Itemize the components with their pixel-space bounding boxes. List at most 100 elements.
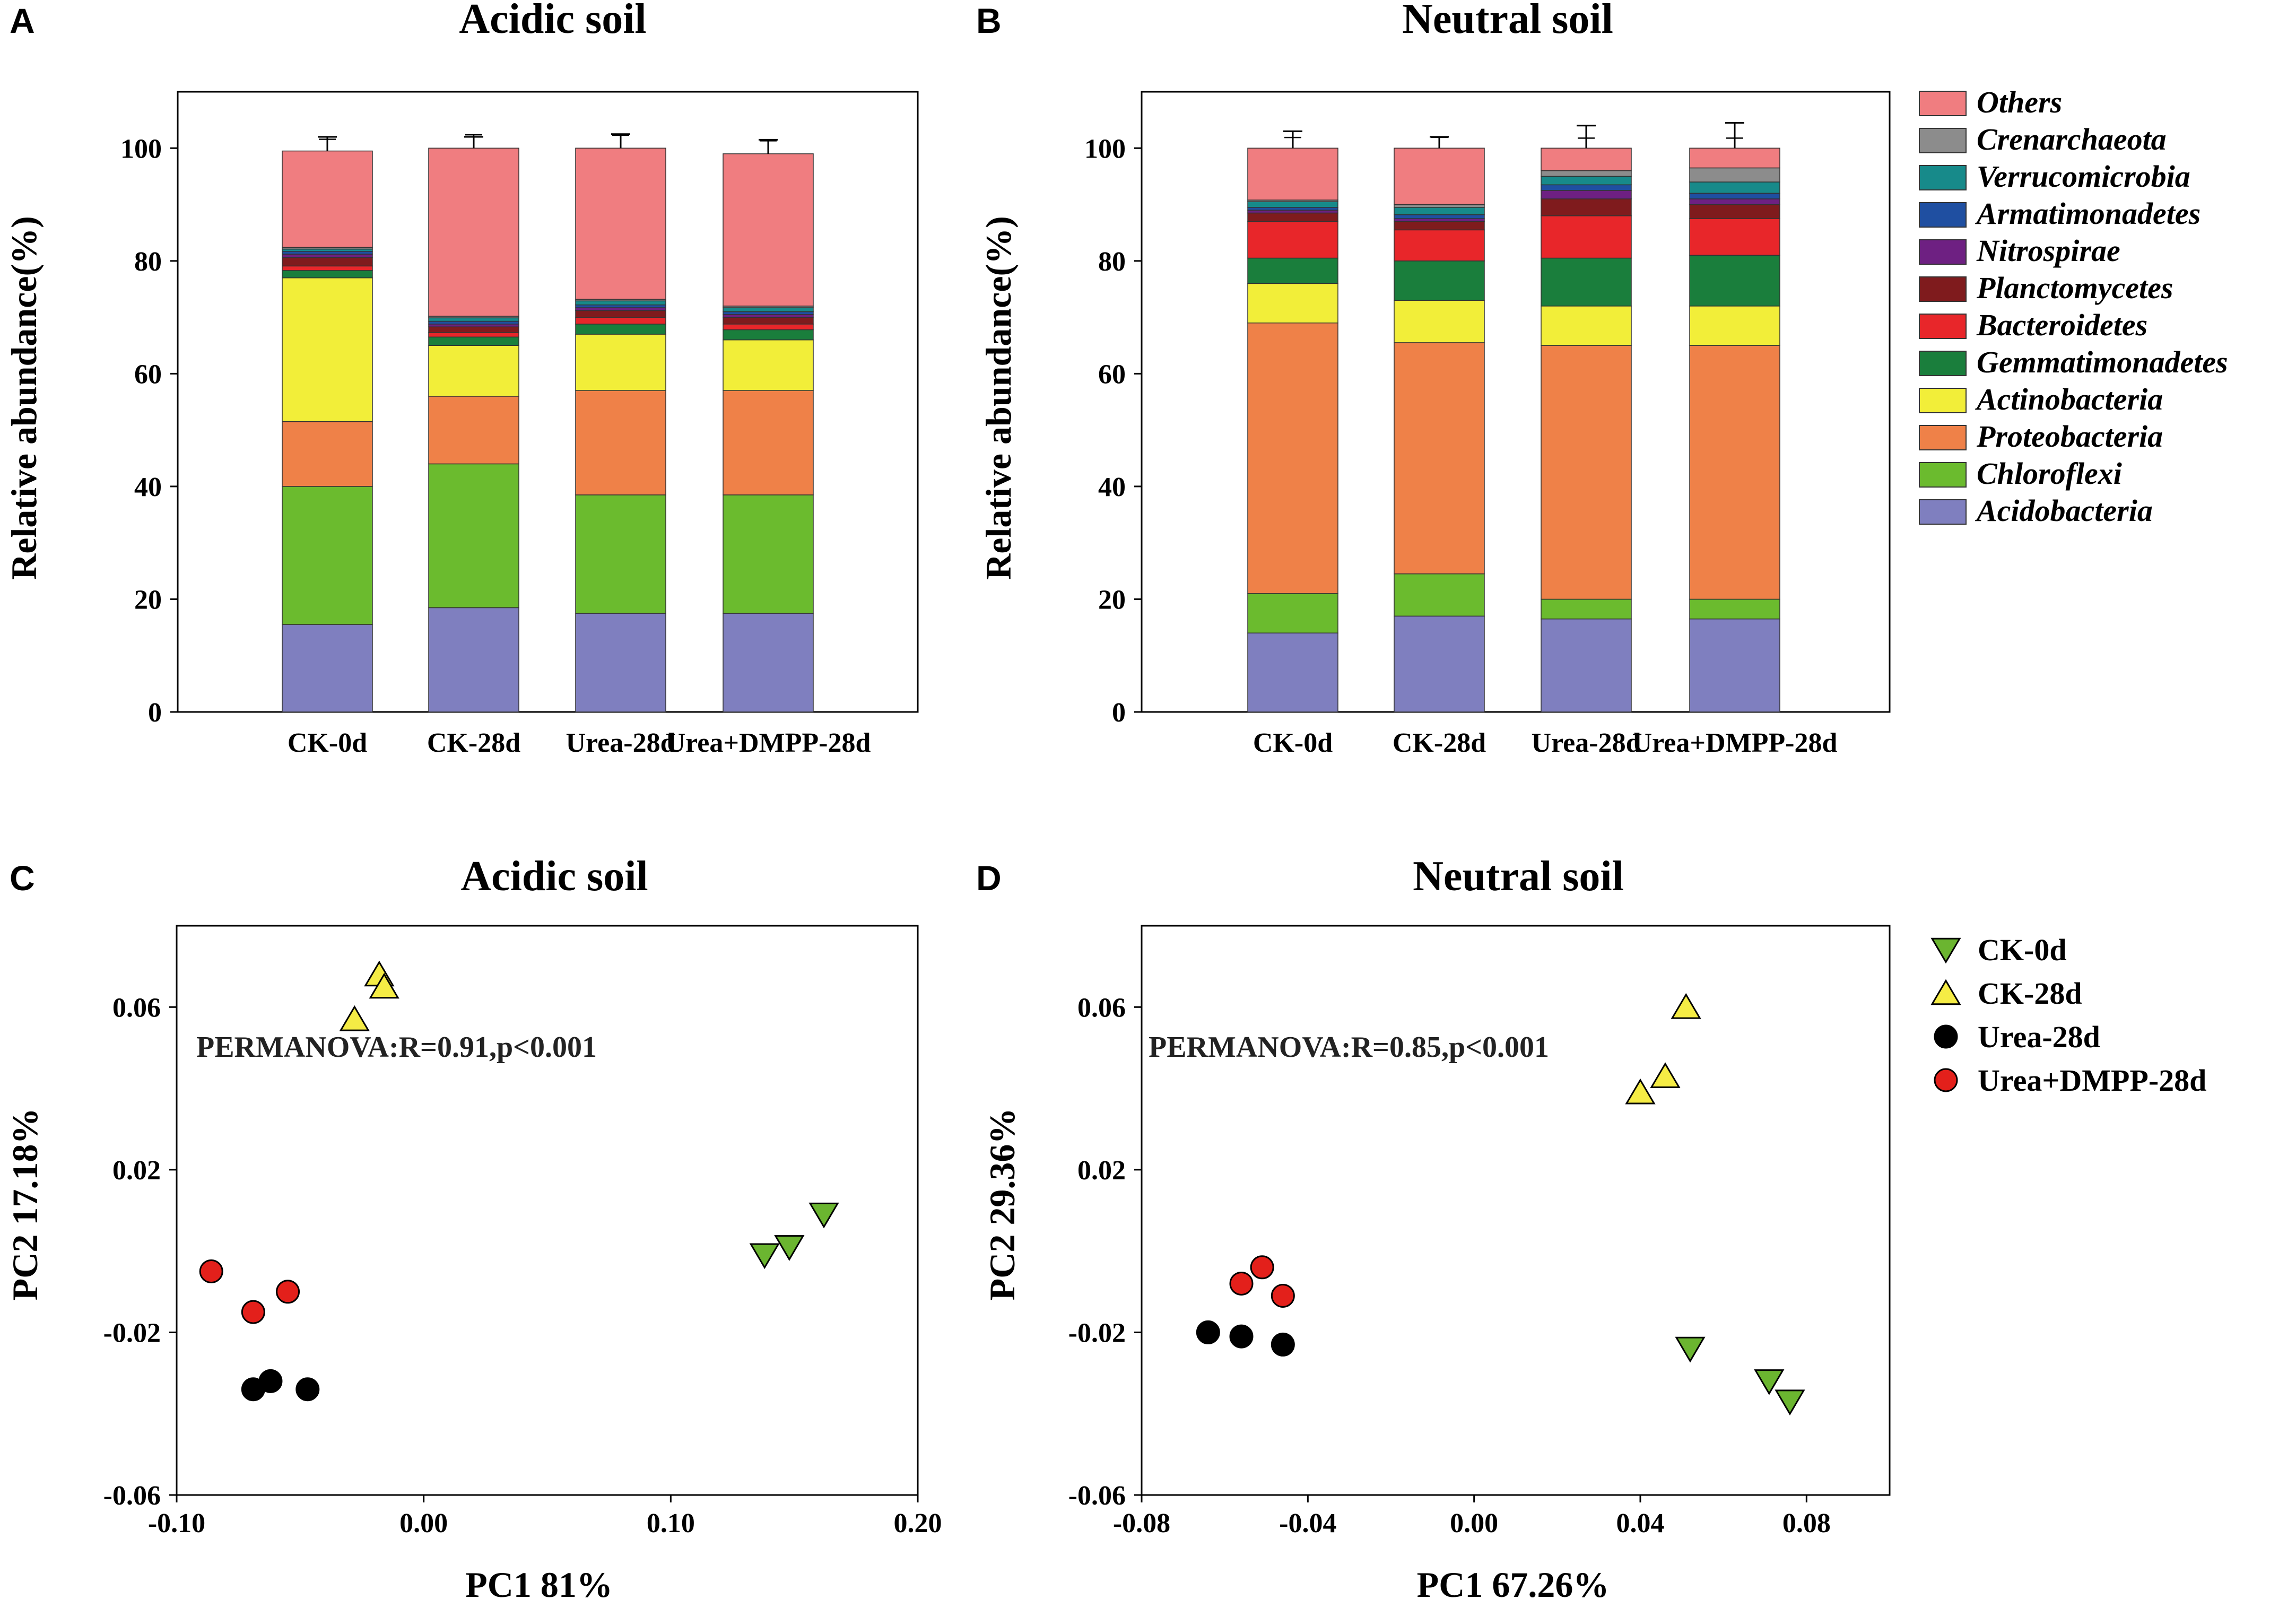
legend-marker-urea-28d: [1934, 1024, 1958, 1049]
panel-d-ylabel: PC2 29.36%: [982, 1108, 1022, 1301]
panel-b-bar-ck-0d-actinobacteria: [1247, 283, 1338, 324]
panel-b-bar-ck-28d-bacteroidetes: [1394, 229, 1485, 262]
legend-label-planctomycetes: Planctomycetes: [1976, 271, 2173, 305]
panel-a-bar-urea-28d-verrucomicrobia: [575, 300, 666, 306]
panel-d-ytick-label: -0.02: [1068, 1318, 1126, 1348]
panel-a-bar-urea-dmpp-28d-verrucomicrobia: [723, 307, 814, 312]
panel-a-ytick-label: 40: [134, 472, 162, 502]
panel-a-bar-ck-0d-armatimonadetes: [282, 251, 373, 255]
panel-c-xtick-label: 0.10: [647, 1508, 695, 1539]
legend-swatch-actinobacteria: [1919, 388, 1967, 413]
panel-a-bar-ck-0d-chloroflexi: [282, 486, 373, 625]
legend-label-ck-28d: CK-28d: [1978, 976, 2082, 1011]
panel-c-ylabel: PC2 17.18%: [5, 1108, 45, 1301]
panel-a-bar-urea-dmpp-28d-nitrospirae: [723, 314, 814, 318]
panel-b-ytick-label: 0: [1112, 698, 1126, 728]
panel-b-bar-ck-0d-chloroflexi: [1247, 593, 1338, 633]
panel-c-point-urea-28d: [258, 1369, 283, 1393]
panel-b-ytick-label: 80: [1098, 247, 1126, 277]
legend-label-chloroflexi: Chloroflexi: [1977, 456, 2122, 491]
panel-a-bar-urea-dmpp-28d-planctomycetes: [723, 317, 814, 325]
panel-a-bar-urea-dmpp-28d-armatimonadetes: [723, 311, 814, 315]
panel-a-ytick-label: 0: [148, 698, 162, 728]
panel-a-bar-chart: 0 20 40 60 80 100 CK-0d CK-28d Urea-28dUrea+DMPP…: [120, 91, 919, 758]
panel-a-bar-urea-28d-nitrospirae: [575, 307, 666, 311]
panel-d-xtick-label: 0.08: [1782, 1508, 1831, 1539]
panel-b-ytick-label: 20: [1098, 585, 1126, 615]
panel-b-bar-ck-0d-bacteroidetes: [1247, 221, 1338, 259]
panel-b-bar-ck-0d-acidobacteria: [1247, 632, 1338, 712]
legend-label-urea-dmpp-28d: Urea+DMPP-28d: [1978, 1063, 2206, 1098]
panel-b-bar-urea-28d-planctomycetes: [1541, 198, 1632, 216]
panel-c-scatter: -0.10 0.00 0.10 0.20 -0.06 -0.02 0.02 0.06: [103, 925, 942, 1539]
panel-a-bar-ck-28d-armatimonadetes: [428, 320, 519, 325]
panel-b-bar-urea-28d-actinobacteria: [1541, 306, 1632, 346]
panel-a-bar-ck-28d-planctomycetes: [428, 326, 519, 333]
panel-b-bar-ck-28d-planctomycetes: [1394, 221, 1485, 231]
panel-c-permanova: PERMANOVA:R=0.91,p<0.001: [196, 1031, 597, 1064]
panel-a-bar-urea-28d-gemmatimonadetes: [575, 324, 666, 335]
panel-b-bar-urea-dmpp-28d-nitrospirae: [1689, 198, 1780, 205]
panel-b-bar-urea-dmpp-28d-acidobacteria: [1689, 618, 1780, 712]
panel-b-ytick-label: 60: [1098, 359, 1126, 389]
panel-c-ytick-label: 0.02: [112, 1155, 161, 1186]
panel-c-ytick-label: 0.06: [112, 993, 161, 1023]
panel-c-letter: C: [10, 858, 35, 898]
panel-b-bar-ck-0d-armatimonadetes: [1247, 207, 1338, 211]
panel-b-title: Neutral soil: [1402, 0, 1613, 42]
panel-b-ytick-label: 40: [1098, 472, 1126, 502]
panel-c-xtick-label: 0.00: [399, 1508, 448, 1539]
panel-c-ytick-label: -0.02: [103, 1318, 161, 1348]
panel-b-bar-ck-28d-acidobacteria: [1394, 615, 1485, 712]
panel-d-scatter: -0.08 -0.04 0.00 0.04 0.08 -0.06 -0.02 0.02 0.06: [1068, 925, 1891, 1539]
panel-b-bar-urea-28d-acidobacteria: [1541, 618, 1632, 712]
panel-b-category-label-urea-28d: Urea-28d: [1531, 728, 1641, 758]
legend-label-actinobacteria: Actinobacteria: [1975, 382, 2163, 416]
panel-d-point-urea-dmpp-28d: [1250, 1255, 1274, 1280]
panel-a-ytick-label: 100: [120, 134, 162, 164]
legend-label-nitrospirae: Nitrospirae: [1976, 233, 2120, 268]
panel-d-point-urea-28d: [1229, 1324, 1254, 1349]
panel-a-bar-urea-28d-proteobacteria: [575, 390, 666, 496]
panel-b-bar-ck-0d-gemmatimonadetes: [1247, 257, 1338, 284]
panel-b-bar-urea-28d-others: [1541, 147, 1632, 171]
panel-b-bar-urea-dmpp-28d-crenarchaeota: [1689, 167, 1780, 182]
panel-a-bar-urea-28d-others: [575, 147, 666, 300]
legend-marker-ck-28d: [1930, 979, 1961, 1005]
panel-a-letter: A: [10, 1, 35, 40]
panel-b-bar-ck-28d-armatimonadetes: [1394, 214, 1485, 219]
panel-d-xtick-label: -0.04: [1279, 1508, 1336, 1539]
panel-d-letter: D: [976, 858, 1002, 898]
panel-c-point-urea-dmpp-28d: [276, 1280, 300, 1304]
panel-c-point-ck-0d: [808, 1202, 839, 1229]
panel-b-bar-urea-dmpp-28d-bacteroidetes: [1689, 218, 1780, 256]
panel-c-plot-frame: [176, 925, 919, 1496]
panel-b-ytick-label: 100: [1084, 134, 1126, 164]
panel-a-category-label-ck-28d: CK-28d: [427, 728, 520, 758]
panel-d-point-urea-28d: [1196, 1320, 1220, 1344]
panel-b-bar-urea-28d-crenarchaeota: [1541, 170, 1632, 177]
panel-d-xtick-label: 0.04: [1616, 1508, 1665, 1539]
panel-a-ytick-label: 60: [134, 359, 162, 389]
panel-d-title: Neutral soil: [1413, 853, 1624, 900]
panel-a-bar-urea-dmpp-28d-bacteroidetes: [723, 324, 814, 331]
panel-d-xlabel: PC1 67.26%: [1417, 1564, 1610, 1605]
panel-a-bar-urea-28d-actinobacteria: [575, 334, 666, 391]
panel-a-bar-urea-dmpp-28d-actinobacteria: [723, 339, 814, 391]
panel-b-bar-ck-0d-planctomycetes: [1247, 212, 1338, 222]
panel-a-category-label-urea-dmpp-28d: Urea+DMPP-28d: [666, 728, 871, 758]
panel-a-bar-ck-28d-verrucomicrobia: [428, 317, 519, 322]
panel-a-category-label-urea-28d: Urea-28d: [566, 728, 675, 758]
panel-a-bar-ck-28d-chloroflexi: [428, 463, 519, 609]
panel-d-point-ck-28d: [1625, 1078, 1656, 1105]
legend-swatch-gemmatimonadetes: [1919, 351, 1967, 376]
panel-b-bar-ck-28d-gemmatimonadetes: [1394, 260, 1485, 301]
panel-c-point-ck-0d: [749, 1243, 780, 1270]
panel-c-point-ck-28d: [339, 1005, 370, 1031]
panel-d-xtick-label: 0.00: [1450, 1508, 1498, 1539]
panel-b-ylabel: Relative abundance(%): [978, 216, 1019, 580]
legend-swatch-bacteroidetes: [1919, 314, 1967, 339]
panel-b-letter: B: [976, 1, 1002, 40]
panel-d-ytick-label: 0.02: [1077, 1155, 1126, 1186]
panel-c-point-ck-28d: [369, 972, 399, 999]
